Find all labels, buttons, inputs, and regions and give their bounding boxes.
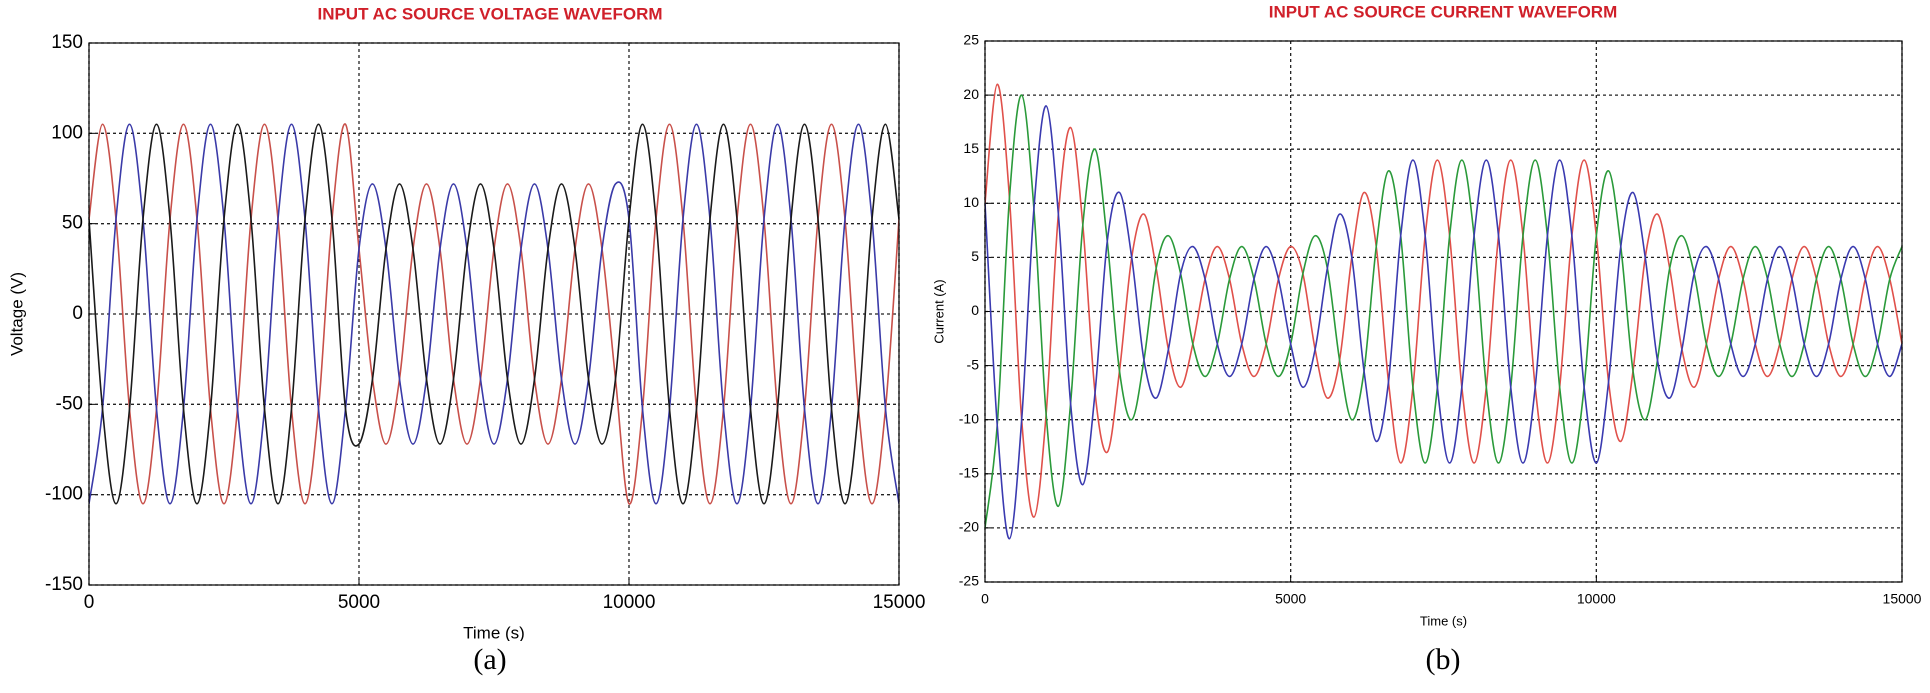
y-tick-label: 25 <box>963 32 979 48</box>
y-tick-label: -100 <box>45 484 83 505</box>
y-tick-label: 20 <box>963 86 979 102</box>
y-tick-label: 0 <box>72 303 83 324</box>
y-tick-label: 100 <box>51 122 83 143</box>
y-tick-label: 50 <box>62 213 83 234</box>
y-tick-label: 15 <box>963 140 979 156</box>
chart-title: INPUT AC SOURCE CURRENT WAVEFORM <box>1269 2 1618 21</box>
y-tick-label: -20 <box>959 519 979 535</box>
x-tick-label: 15000 <box>873 592 926 613</box>
subplot-caption: (a) <box>473 643 506 676</box>
waveform-line <box>89 123 899 505</box>
y-tick-label: 150 <box>51 32 83 53</box>
subplot: -25 -20 -15 -10 -5 0 5 10 15 20 25 0 5000 10000 15000 I… <box>931 2 1921 628</box>
series-group <box>89 123 899 505</box>
y-axis-label: Current (A) <box>931 279 946 343</box>
y-tick-label: -50 <box>56 393 83 414</box>
plot-frame <box>984 40 1903 583</box>
x-axis-label: Time (s) <box>1420 613 1467 628</box>
waveform-line <box>985 105 1902 540</box>
x-tick-label: 10000 <box>603 592 656 613</box>
x-tick-label: 5000 <box>1275 591 1306 607</box>
y-tick-label: 5 <box>971 248 979 264</box>
x-tick-label: 0 <box>981 591 989 607</box>
y-tick-label: -25 <box>959 573 979 589</box>
subplot-caption: (b) <box>1426 643 1461 676</box>
y-tick-label: -15 <box>959 465 979 481</box>
y-axis-label: Voltage (V) <box>7 272 26 356</box>
series-group <box>985 83 1902 540</box>
waveform-line <box>985 83 1902 518</box>
waveform-line <box>985 94 1902 528</box>
plot-frame <box>88 42 900 586</box>
y-tick-label: 10 <box>963 194 979 210</box>
y-tick-label: 0 <box>971 302 979 318</box>
x-tick-label: 0 <box>84 592 95 613</box>
x-axis-label: Time (s) <box>463 623 525 642</box>
x-tick-label: 15000 <box>1883 591 1922 607</box>
y-tick-label: -150 <box>45 574 83 595</box>
waveform-line <box>89 123 899 505</box>
x-tick-label: 5000 <box>338 592 380 613</box>
chart-title: INPUT AC SOURCE VOLTAGE WAVEFORM <box>317 4 662 23</box>
y-tick-label: -10 <box>959 410 979 426</box>
x-tick-label: 10000 <box>1577 591 1616 607</box>
subplot: -150 -100 -50 0 50 100 150 0 5000 10000 15000 INPUT… <box>7 4 926 642</box>
y-tick-label: -5 <box>967 356 980 372</box>
